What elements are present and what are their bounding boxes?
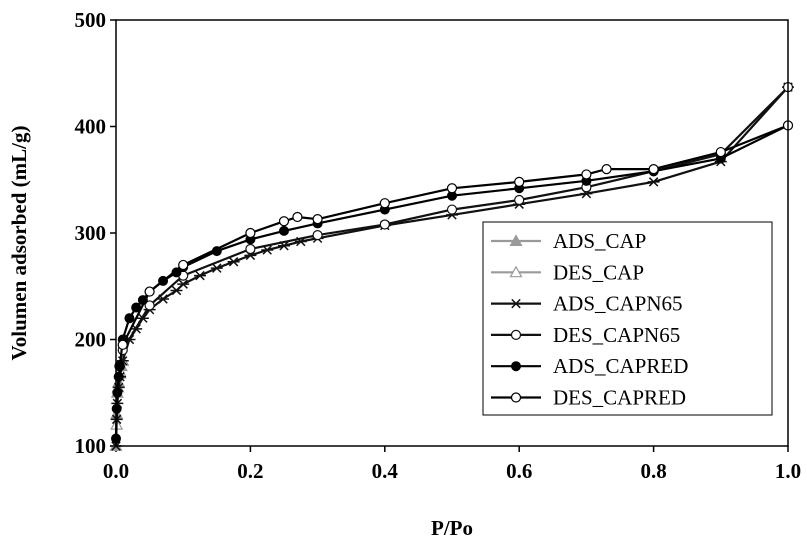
- data-point: [144, 300, 155, 311]
- legend-label: DES_CAP: [553, 260, 644, 284]
- x-tick-label: 1.0: [775, 459, 801, 483]
- legend-label: DES_CAPRED: [553, 386, 686, 410]
- y-tick-label: 100: [75, 434, 107, 458]
- x-tick-label: 0.2: [237, 459, 263, 483]
- legend-box: [482, 221, 773, 416]
- x-axis-ticks: 0.0 0.2 0.4 0.6 0.8 1.0: [103, 446, 801, 483]
- x-tick-label: 0.4: [372, 459, 399, 483]
- y-axis-title: Volumen adsorbed (mL/g): [7, 126, 31, 361]
- data-point: [245, 243, 256, 255]
- data-point: [601, 164, 612, 175]
- data-point: [278, 216, 290, 227]
- data-point: [446, 183, 458, 194]
- x-tick-label: 0.8: [640, 459, 666, 483]
- data-point: [312, 214, 323, 225]
- data-point: [171, 267, 182, 278]
- data-point: [194, 270, 206, 281]
- data-point: [144, 286, 155, 297]
- data-point: [514, 194, 525, 206]
- legend-label: ADS_CAP: [553, 229, 646, 253]
- data-point: [117, 339, 128, 350]
- x-tick-label: 0.0: [103, 459, 129, 483]
- data-point: [514, 176, 525, 187]
- data-point: [112, 387, 123, 398]
- data-point: [715, 146, 726, 158]
- y-tick-label: 200: [75, 328, 107, 352]
- data-point: [227, 257, 240, 267]
- data-point: [245, 227, 256, 239]
- legend-item: ADS_CAP: [491, 229, 646, 253]
- legend-swatch-marker: [510, 392, 522, 403]
- data-point: [115, 361, 126, 372]
- y-axis-ticks: 100 200 300 400 500: [75, 8, 116, 458]
- legend-item: DES_CAPN65: [491, 323, 680, 347]
- legend-label: DES_CAPN65: [553, 323, 680, 347]
- data-point: [124, 313, 135, 324]
- legend-swatch-marker: [509, 265, 523, 278]
- plot-area-frame: [115, 19, 789, 447]
- data-point: [292, 211, 303, 223]
- data-point: [647, 177, 660, 187]
- series-des-capred: [117, 120, 794, 350]
- data-point: [312, 230, 323, 241]
- legend-swatch-marker: [511, 361, 521, 372]
- legend: ADS_CAP DES_CAP ADS_CAPN65 DES_CAPN65 ADS_CA…: [482, 221, 773, 416]
- data-point: [581, 169, 592, 180]
- data-point: [261, 245, 274, 255]
- y-tick-label: 500: [75, 8, 107, 32]
- legend-item: ADS_CAPRED: [491, 354, 688, 378]
- data-point: [648, 164, 659, 175]
- data-point: [446, 204, 458, 215]
- legend-swatch-marker: [510, 329, 522, 340]
- y-tick-label: 300: [75, 221, 107, 245]
- x-axis-title: P/Po: [431, 516, 473, 540]
- data-point: [379, 198, 390, 209]
- legend-item: DES_CAPRED: [491, 386, 686, 410]
- legend-label: ADS_CAPRED: [553, 354, 688, 378]
- legend-label: ADS_CAPN65: [553, 292, 683, 316]
- data-point: [279, 225, 289, 236]
- y-tick-label: 400: [75, 115, 107, 139]
- x-tick-label: 0.6: [506, 459, 532, 483]
- legend-swatch-marker: [510, 298, 522, 309]
- data-point: [178, 259, 189, 271]
- legend-swatch-marker: [509, 234, 523, 246]
- data-point: [210, 263, 223, 273]
- data-point: [379, 219, 390, 230]
- data-point: [177, 279, 190, 289]
- legend-item: ADS_CAPN65: [491, 292, 683, 316]
- legend-item: DES_CAP: [491, 260, 644, 284]
